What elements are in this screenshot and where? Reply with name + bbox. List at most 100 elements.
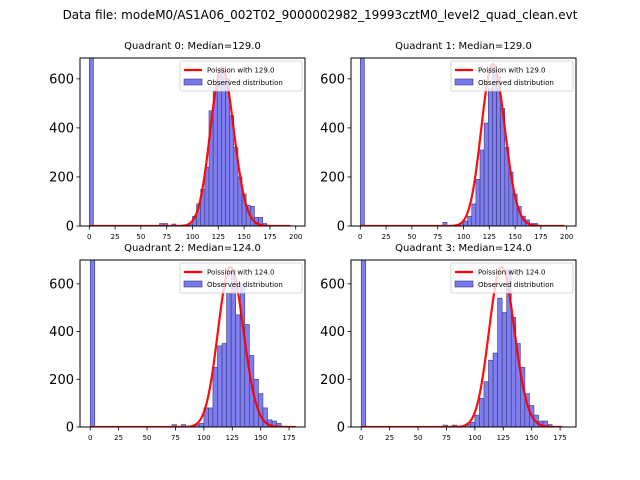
histogram-bar [221,68,226,226]
legend-label-bars: Observed distribution [478,79,554,87]
histogram-bar [226,293,232,427]
x-tick-label: 25 [382,233,391,241]
plot-area [88,58,291,226]
subplot-quadrant-0: 0 25 50 75 100 125 150 175 200 0 200 400 600 Quadrant… [49,41,306,241]
histogram-bar [487,88,493,226]
subplot-title: Quadrant 1: Median=129.0 [395,41,532,52]
x-tick-label: 0 [358,233,362,241]
histogram-bar [216,73,222,226]
poisson-curve [360,62,565,226]
subplot-title: Quadrant 0: Median=129.0 [124,41,261,52]
x-tick-label: 25 [111,233,120,241]
histogram-bar [470,421,476,427]
legend-bar-swatch [454,78,474,86]
legend-label-curve: Poission with 129.0 [207,67,275,75]
x-tick-label: 125 [497,434,510,442]
x-tick-label: 125 [212,233,225,241]
histogram-bar [467,215,473,226]
x-tick-label: 175 [282,434,295,442]
histogram-bar [497,297,503,427]
histogram-bar [212,367,218,427]
subplot-quadrant-3: 0 25 50 75 100 125 150 175 0 200 400 600 Quadrant 3:… [320,243,577,442]
axes-frame [350,259,577,428]
legend-label-bars: Observed distribution [207,281,283,289]
x-tick-label: 25 [114,434,123,442]
x-tick-label: 175 [263,233,276,241]
histogram-bar [212,90,218,226]
poisson-curve [89,66,291,226]
legend-label-bars: Observed distribution [207,79,283,87]
subplot-title: Quadrant 3: Median=124.0 [395,243,532,254]
y-tick-label: 400 [49,325,74,340]
histogram-bar [479,398,485,427]
histogram-bar [208,407,214,427]
histogram-bar [258,217,263,226]
figure-suptitle: Data file: modeM0/AS1A06_002T02_90000029… [62,8,578,22]
x-tick-label: 175 [534,233,547,241]
y-tick-label: 600 [320,72,345,87]
legend-label-bars: Observed distribution [478,281,554,289]
x-tick-label: 150 [254,434,267,442]
legend-bar-swatch [454,280,474,288]
x-tick-label: 100 [457,233,470,241]
x-tick-label: 75 [162,233,171,241]
y-tick-label: 600 [49,72,74,87]
x-tick-label: 125 [226,434,239,442]
legend: Poission with 129.0 Observed distribution [179,60,303,92]
x-tick-label: 50 [414,434,423,442]
histogram-bar [221,343,227,427]
legend-bar-swatch [183,78,203,86]
x-tick-label: 200 [289,233,302,241]
y-tick-label: 0 [66,421,74,436]
histogram-bar [492,352,498,427]
histogram-bar [217,345,223,427]
histogram-bar [488,359,494,427]
y-tick-label: 200 [49,373,74,388]
y-tick-label: 0 [337,220,345,235]
legend-bar-swatch [183,280,203,288]
x-tick-label: 0 [359,434,363,442]
legend-box [450,262,574,294]
legend-label-curve: Poission with 129.0 [478,67,546,75]
legend: Poission with 124.0 Observed distribution [450,262,574,294]
x-tick-label: 75 [442,434,451,442]
histogram-bar [474,414,480,427]
subplot-title: Quadrant 2: Median=124.0 [124,243,261,254]
y-tick-label: 200 [320,170,345,185]
x-tick-label: 100 [468,434,481,442]
histogram-bar [483,122,489,226]
x-tick-label: 100 [186,233,199,241]
histogram-bar [359,58,365,226]
y-tick-label: 600 [49,277,74,292]
x-tick-label: 50 [136,233,145,241]
x-tick-label: 25 [385,434,394,442]
legend: Poission with 124.0 Observed distribution [179,262,303,294]
histogram-bar [483,381,489,427]
poisson-curve [361,265,563,427]
x-tick-label: 75 [433,233,442,241]
x-tick-label: 150 [508,233,521,241]
x-tick-label: 50 [407,233,416,241]
histogram-bar [471,203,477,226]
legend: Poission with 129.0 Observed distribution [450,60,574,92]
histogram-bar [89,260,96,427]
histogram-bar [501,312,507,427]
x-tick-label: 0 [88,434,92,442]
plot-area [360,260,563,427]
legend-box [179,60,303,92]
y-tick-label: 600 [320,277,345,292]
y-tick-label: 0 [337,421,345,436]
y-tick-label: 200 [49,170,74,185]
x-tick-label: 50 [143,434,152,442]
x-tick-label: 200 [560,233,573,241]
y-tick-label: 400 [49,121,74,136]
legend-box [179,262,303,294]
x-tick-label: 0 [87,233,91,241]
histogram-bar [479,149,485,226]
histogram-bar [360,260,367,427]
histogram-bar [496,76,501,226]
plot-area [89,260,296,427]
legend-label-curve: Poission with 124.0 [207,269,275,277]
legend-box [450,60,574,92]
